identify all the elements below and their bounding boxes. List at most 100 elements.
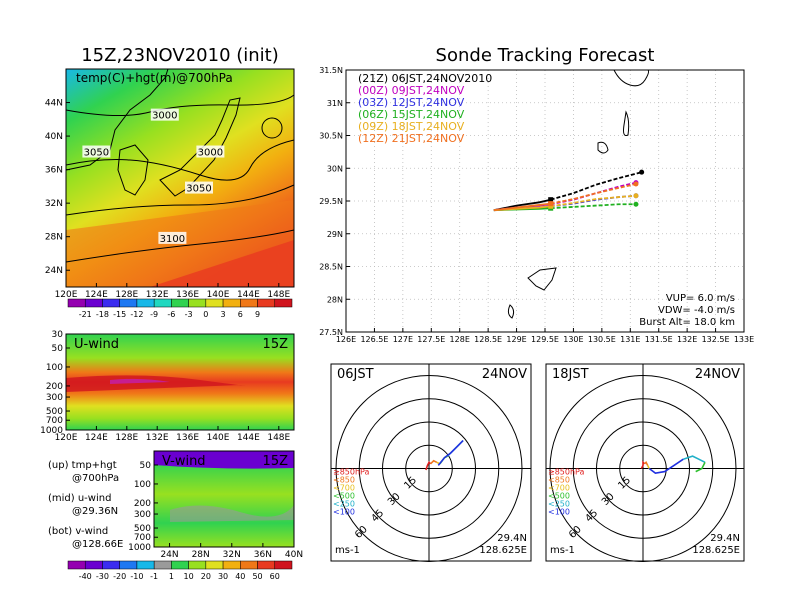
- x-tick-label: 148E: [267, 290, 290, 300]
- x-tick-label: 40N: [285, 550, 303, 560]
- y-tick-label: 32N: [45, 199, 63, 209]
- contour-label: 3050: [186, 184, 211, 195]
- hodograph-trace: [425, 460, 432, 471]
- x-tick-label: 128E: [450, 335, 470, 344]
- contour-label-bg: [150, 108, 179, 121]
- x-tick-label: 120E: [55, 290, 78, 300]
- colorbar-swatch: [67, 298, 86, 308]
- hodograph-trace: [646, 465, 650, 469]
- pressure-legend-entry: <500: [333, 492, 355, 501]
- y-tick-label: 50: [52, 344, 64, 354]
- colorbar-label: 10: [184, 572, 194, 581]
- pressure-legend-entry: ≥850hPa: [333, 468, 370, 477]
- y-tick-label: 700: [134, 533, 151, 543]
- y-tick-label: 29.5N: [319, 197, 343, 206]
- y-tick-label: 500: [134, 524, 151, 534]
- colorbar-label: 50: [252, 572, 262, 581]
- side-legend-bot-2: @128.66E: [72, 539, 123, 550]
- colorbar-swatch: [119, 298, 138, 308]
- x-tick-label: 130E: [563, 335, 583, 344]
- hodograph-trace: [429, 459, 438, 465]
- colorbar-label: 0: [203, 310, 208, 319]
- x-tick-label: 132E: [146, 290, 169, 300]
- pressure-legend-entry: <700: [548, 484, 570, 493]
- y-tick-label: 30: [52, 330, 64, 340]
- temp-map-ticks: 120E 124E 128E 132E 136E 140E 144E 148E 24N 28N 32…: [45, 99, 291, 300]
- hodograph-lat: 29.4N: [497, 533, 527, 544]
- track-ticks: 126E 126.5E 127E 127.5E 128E 128.5E 129E 129.5E…: [319, 66, 754, 344]
- y-tick-label: 200: [46, 382, 63, 392]
- y-tick-label: 27.5N: [319, 328, 343, 337]
- x-tick-label: 128.5E: [474, 335, 502, 344]
- colorbar-swatch: [153, 298, 172, 308]
- hodograph-trace: [648, 458, 684, 474]
- island-east: [623, 110, 630, 136]
- x-tick-label: 131E: [620, 335, 640, 344]
- colorbar-label: -10: [130, 572, 143, 581]
- colorbar-label: 40: [235, 572, 245, 581]
- contour-label-bg: [158, 231, 187, 244]
- hodograph-trace: [683, 455, 706, 464]
- hodograph-time: 06JST: [337, 367, 374, 382]
- side-legend: (up) tmp+hgt @700hPa (mid) u-wind @29.36…: [48, 460, 123, 550]
- x-tick-label: 128E: [115, 290, 138, 300]
- hodograph-date: 24NOV: [482, 367, 527, 382]
- v-wind-colorbar: -40 -30 -20 -10 -1 1 10 20 30 40 50 60: [67, 560, 293, 581]
- track-line-drift: [550, 183, 637, 205]
- y-tick-label: 200: [134, 499, 151, 509]
- y-tick-label: 29N: [327, 230, 343, 239]
- colorbar-label: 3: [221, 310, 226, 319]
- v-wind-frame: [153, 450, 295, 548]
- temp-colorbar: -21 -18 -15 -12 -9 -6 -3 0 3 6 9: [67, 298, 293, 319]
- mainland-coast: [65, 68, 169, 171]
- contour-3050-b: [65, 184, 295, 216]
- y-tick-label: 300: [46, 393, 63, 403]
- pressure-legend-entry: <250: [333, 500, 355, 509]
- forecast-title: Sonde Tracking Forecast: [436, 45, 655, 66]
- x-tick-label: 148E: [267, 433, 290, 443]
- legend-entry: (03Z) 12JST,24NOV: [358, 96, 465, 109]
- x-tick-label: 124E: [85, 433, 108, 443]
- colorbar-label: 9: [255, 310, 260, 319]
- legend-entry: (09Z) 18JST,24NOV: [358, 120, 465, 133]
- x-tick-label: 120E: [55, 433, 78, 443]
- x-tick-label: 129.5E: [531, 335, 559, 344]
- contour-label-bg: [196, 145, 225, 158]
- island-mid: [597, 141, 609, 154]
- hot-field-patch: [150, 240, 294, 287]
- colorbar-label: 1: [169, 572, 174, 581]
- u-wind-time: 15Z: [263, 337, 289, 352]
- colorbar-label: -21: [79, 310, 92, 319]
- y-tick-label: 500: [46, 407, 63, 417]
- u-wind-jet-core: [66, 375, 245, 392]
- landing-marker: [633, 181, 639, 187]
- colorbar-label: 30: [218, 572, 228, 581]
- side-legend-mid-2: @29.36N: [72, 506, 118, 517]
- contour-label-bg: [82, 145, 111, 158]
- island-amami: [527, 267, 557, 291]
- colorbar-label: -3: [185, 310, 193, 319]
- colorbar-swatch: [257, 560, 276, 570]
- colorbar-swatch: [102, 560, 120, 570]
- temp-map-title: temp(C)+hgt(m)@700hPa: [76, 71, 233, 85]
- colorbar-label: -40: [79, 572, 92, 581]
- colorbar-swatch: [240, 298, 258, 308]
- island-north: [613, 69, 650, 87]
- colorbar-swatch: [222, 298, 241, 308]
- pressure-legend-entry: <700: [333, 484, 355, 493]
- x-tick-label: 132E: [677, 335, 697, 344]
- legend-entry: (12Z) 21JST,24NOV: [358, 132, 465, 145]
- legend-entry: (06Z) 15JST,24NOV: [358, 108, 465, 121]
- hodograph-time: 18JST: [552, 367, 589, 382]
- contour-3100: [65, 229, 295, 263]
- x-tick-label: 131.5E: [645, 335, 673, 344]
- contour-3050-a: [65, 139, 295, 181]
- hodograph-lon: 128.625E: [692, 545, 740, 556]
- colorbar-swatch: [136, 560, 155, 570]
